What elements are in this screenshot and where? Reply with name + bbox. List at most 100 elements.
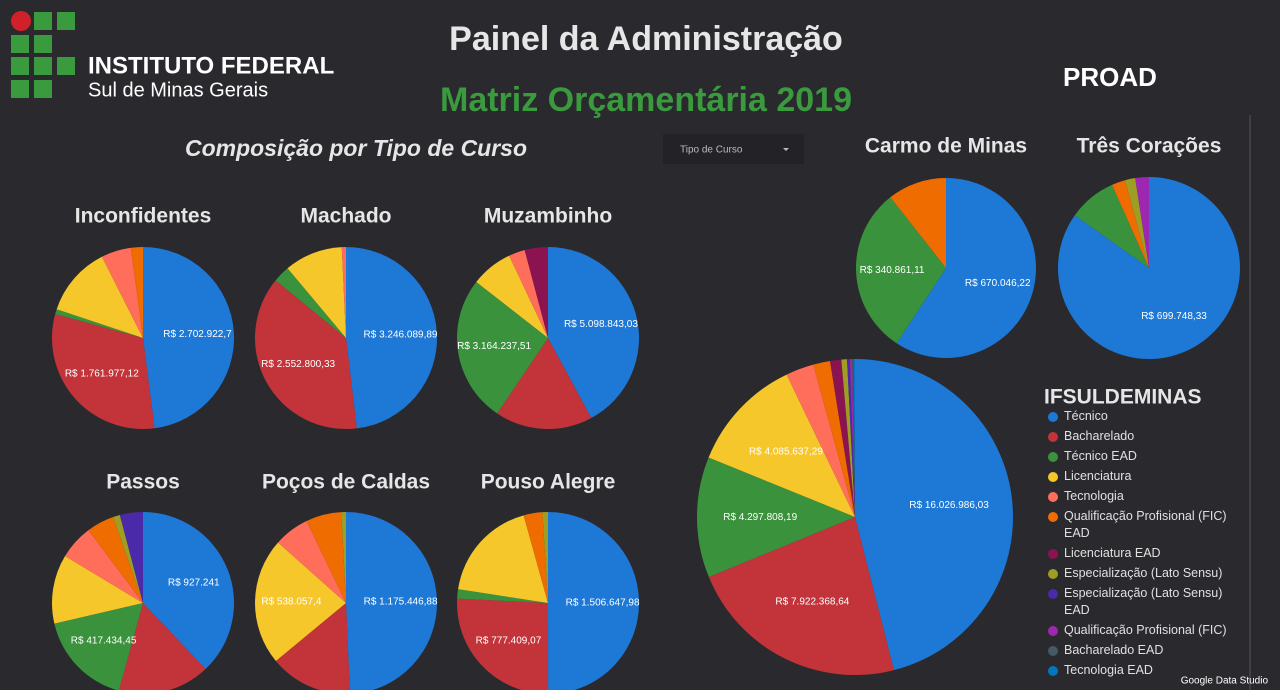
- pie-slice: [275, 268, 346, 338]
- data-label: R$ 1.506.647,98: [566, 598, 640, 609]
- legend-item[interactable]: Qualificação Profisional (FIC): [1042, 622, 1227, 639]
- pie-slice: [1125, 178, 1149, 268]
- pie-slice: [853, 359, 855, 517]
- legend-swatch: [1048, 492, 1058, 502]
- filter-dropdown[interactable]: [663, 134, 804, 164]
- legend-label: Técnico EAD: [1064, 449, 1137, 463]
- pie-slice: [65, 530, 143, 603]
- pie-slice: [52, 314, 155, 429]
- logo: [11, 11, 75, 98]
- logo-subtext: Sul de Minas Gerais: [88, 79, 268, 101]
- legend-swatch: [1048, 549, 1058, 559]
- pie-slice: [548, 512, 640, 690]
- legend-item[interactable]: Licenciatura: [1042, 468, 1227, 485]
- legend-label: Qualificação Profisional (FIC) EAD: [1064, 509, 1227, 540]
- pie-slice: [1074, 184, 1149, 268]
- legend-swatch: [1048, 472, 1058, 482]
- legend-item[interactable]: Qualificação Profisional (FIC) EAD: [1042, 508, 1227, 542]
- pie-slice: [548, 247, 639, 419]
- pie-slice: [306, 512, 346, 603]
- data-label: R$ 1.175.446,88: [364, 596, 438, 607]
- data-label: R$ 538.057,4: [261, 597, 321, 608]
- pie-slice: [101, 247, 143, 338]
- pie-slice: [55, 309, 143, 338]
- unit-label: PROAD: [1063, 62, 1157, 92]
- pie-slice: [457, 598, 549, 690]
- pie-slice: [54, 603, 143, 690]
- data-label: R$ 340.861,11: [860, 265, 925, 276]
- legend-label: Especialização (Lato Sensu) EAD: [1064, 586, 1223, 617]
- pie-slice: [346, 512, 437, 690]
- data-label: R$ 3.164.237,51: [457, 341, 531, 352]
- data-label: R$ 3.246.089,89: [364, 329, 438, 340]
- pie-slice: [130, 247, 143, 338]
- pie-slice: [497, 338, 592, 429]
- data-label: R$ 4.085.637,29: [749, 447, 823, 458]
- data-label: R$ 4.297.808,19: [723, 512, 797, 523]
- pie-slice: [813, 360, 855, 517]
- pie-slice: [476, 255, 548, 338]
- data-label: R$ 927.241: [168, 577, 220, 588]
- pie-slice: [275, 603, 350, 690]
- chart-title: Carmo de Minas: [865, 135, 1027, 158]
- data-label: R$ 699.748,33: [1141, 311, 1207, 322]
- footer: Google Data Studio: [1181, 676, 1269, 687]
- legend-item[interactable]: Bacharelado EAD: [1042, 642, 1227, 659]
- chart-title: Poços de Caldas: [262, 471, 430, 494]
- legend-item[interactable]: Licenciatura EAD: [1042, 545, 1227, 562]
- legend-swatch: [1048, 589, 1058, 599]
- legend-item[interactable]: Técnico EAD: [1042, 448, 1227, 465]
- legend-item[interactable]: Técnico: [1042, 408, 1227, 425]
- legend-label: Bacharelado: [1064, 429, 1135, 443]
- pie-slice: [143, 512, 235, 670]
- data-label: R$ 670.046,22: [965, 278, 1031, 289]
- legend-item[interactable]: Bacharelado: [1042, 428, 1227, 445]
- pie-slice: [113, 514, 143, 603]
- pie-slice: [542, 512, 548, 603]
- pie-slice: [524, 247, 548, 338]
- pie-slice: [841, 359, 855, 517]
- legend-item[interactable]: Especialização (Lato Sensu): [1042, 565, 1227, 582]
- pie-slice: [341, 247, 346, 338]
- pie-slice: [119, 512, 143, 603]
- pie-slice: [1135, 177, 1149, 268]
- legend-label: Técnico: [1064, 409, 1108, 423]
- pie-slice: [457, 589, 548, 603]
- legend-swatch: [1048, 412, 1058, 422]
- legend-label: Tecnologia EAD: [1064, 663, 1153, 677]
- legend-label: Especialização (Lato Sensu): [1064, 566, 1223, 580]
- pie-slice: [458, 515, 548, 603]
- legend-swatch: [1048, 452, 1058, 462]
- chart-title: Machado: [300, 205, 391, 228]
- chart-title: Muzambinho: [484, 205, 612, 228]
- legend-item[interactable]: Especialização (Lato Sensu) EAD: [1042, 585, 1227, 619]
- legend-swatch: [1048, 512, 1058, 522]
- pie-slice: [255, 542, 346, 662]
- pie-slice: [143, 247, 234, 429]
- data-label: R$ 777.409,07: [476, 635, 542, 646]
- pie-slice: [786, 364, 855, 517]
- legend-swatch: [1048, 646, 1058, 656]
- pie-slice: [708, 517, 894, 675]
- pie-slice: [855, 359, 1013, 671]
- legend-item[interactable]: Tecnologia: [1042, 488, 1227, 505]
- pie-slice: [255, 280, 357, 429]
- pie-slice: [88, 517, 143, 603]
- filter-label: Tipo de Curso: [680, 145, 743, 156]
- data-label: R$ 417.434,45: [71, 635, 137, 646]
- pie-slice: [287, 247, 346, 338]
- data-label: R$ 2.702.922,7: [163, 329, 232, 340]
- pie-slice: [896, 178, 1036, 358]
- pie-slice: [341, 512, 346, 603]
- pie-slice: [523, 512, 548, 603]
- pie-slice: [852, 359, 855, 517]
- legend-label: Qualificação Profisional (FIC): [1064, 623, 1227, 637]
- legend-swatch: [1048, 626, 1058, 636]
- legend-label: Licenciatura EAD: [1064, 546, 1161, 560]
- data-label: R$ 7.922.368,64: [775, 596, 849, 607]
- dropdown-arrow: [783, 148, 789, 151]
- legend-item[interactable]: Tecnologia EAD: [1042, 662, 1227, 679]
- pie-slice: [856, 197, 946, 344]
